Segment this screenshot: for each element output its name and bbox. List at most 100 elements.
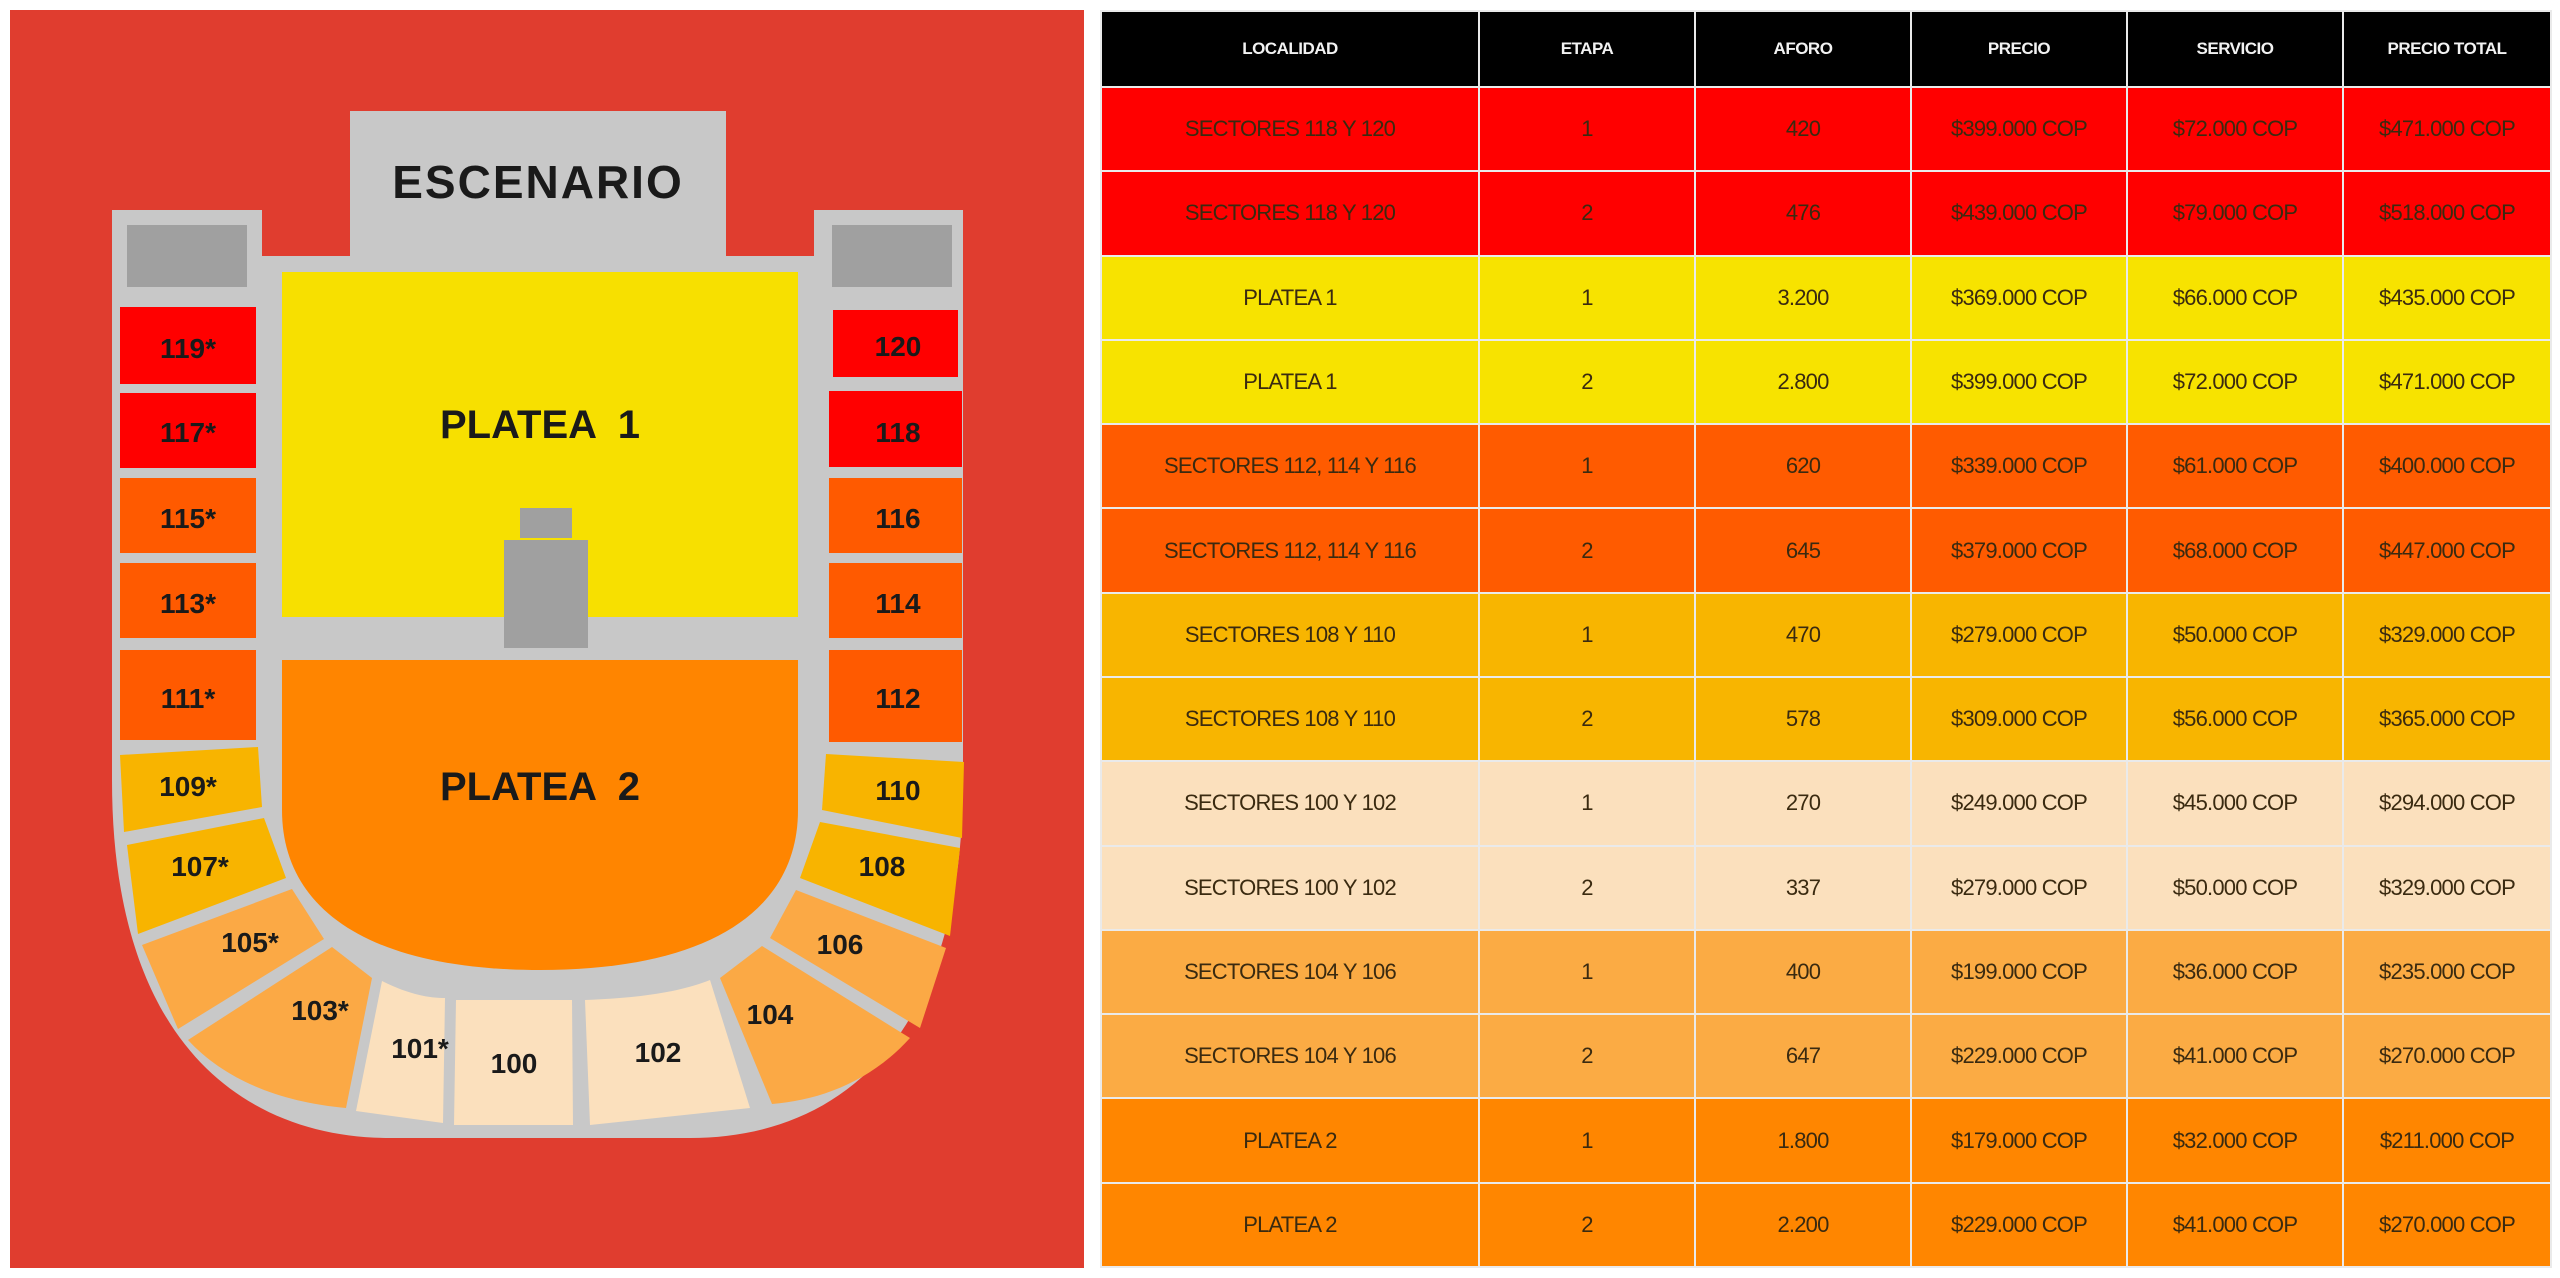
- cell-precio: $229.000 COP: [1910, 1181, 2128, 1269]
- cell-localidad: SECTORES 118 Y 120: [1100, 85, 1480, 173]
- cell-aforo: 476: [1694, 170, 1912, 257]
- section-106[interactable]: [770, 890, 946, 1028]
- section-120-label: 120: [875, 331, 922, 362]
- left-structure: [127, 225, 247, 287]
- section-116-label: 116: [875, 503, 920, 534]
- cell-localidad: SECTORES 100 Y 102: [1100, 760, 1480, 847]
- section-116[interactable]: [829, 478, 962, 553]
- cell-precio-total: $447.000 COP: [2342, 507, 2552, 594]
- cell-precio-total: $518.000 COP: [2342, 170, 2552, 257]
- cell-localidad: SECTORES 112, 114 Y 116: [1100, 423, 1480, 510]
- section-119[interactable]: [120, 307, 256, 384]
- section-118[interactable]: [829, 391, 962, 467]
- floor-divider: [282, 648, 798, 660]
- section-117[interactable]: [120, 393, 256, 468]
- cell-precio: $279.000 COP: [1910, 844, 2128, 931]
- section-105[interactable]: [142, 889, 324, 1029]
- foh-tower: [504, 540, 588, 658]
- cell-precio: $199.000 COP: [1910, 928, 2128, 1016]
- cell-aforo: 337: [1694, 844, 1912, 931]
- cell-aforo: 1.800: [1694, 1097, 1912, 1184]
- section-107[interactable]: [127, 818, 286, 934]
- cell-etapa: 2: [1478, 507, 1696, 594]
- section-112[interactable]: [829, 650, 962, 742]
- cell-localidad: SECTORES 118 Y 120: [1100, 170, 1480, 257]
- cell-etapa: 1: [1478, 85, 1696, 173]
- section-111[interactable]: [120, 650, 256, 740]
- cell-etapa: 2: [1478, 1181, 1696, 1269]
- table-header-row: LOCALIDAD ETAPA AFORO PRECIO SERVICIO PR…: [1100, 10, 2552, 88]
- cell-aforo: 470: [1694, 591, 1912, 678]
- table-row: SECTORES 100 Y 102 1 270 $249.000 COP $45.00…: [1100, 760, 2552, 847]
- table-row: PLATEA 1 2 2.800 $399.000 COP $72.000 COP $47…: [1100, 338, 2552, 426]
- cell-servicio: $66.000 COP: [2126, 254, 2344, 341]
- cell-precio-total: $235.000 COP: [2342, 928, 2552, 1016]
- cell-servicio: $50.000 COP: [2126, 591, 2344, 678]
- cell-aforo: 578: [1694, 675, 1912, 763]
- section-120[interactable]: [833, 310, 958, 377]
- price-table-panel: LOCALIDAD ETAPA AFORO PRECIO SERVICIO PR…: [1100, 10, 2552, 1269]
- cell-precio: $439.000 COP: [1910, 170, 2128, 257]
- cell-localidad: SECTORES 104 Y 106: [1100, 1013, 1480, 1100]
- cell-servicio: $45.000 COP: [2126, 760, 2344, 847]
- header-etapa: ETAPA: [1478, 10, 1696, 88]
- cell-aforo: 3.200: [1694, 254, 1912, 341]
- cell-etapa: 1: [1478, 423, 1696, 510]
- section-118-label: 118: [875, 417, 920, 448]
- section-119-label: 119*: [160, 333, 216, 364]
- section-107-label: 107*: [171, 851, 229, 882]
- table-row: SECTORES 108 Y 110 2 578 $309.000 COP $56.00…: [1100, 675, 2552, 763]
- section-113[interactable]: [120, 563, 256, 638]
- section-103[interactable]: [188, 947, 372, 1108]
- section-101-label: 101*: [391, 1033, 449, 1064]
- section-109-label: 109*: [159, 771, 217, 802]
- section-106-label: 106: [817, 929, 864, 960]
- cell-etapa: 1: [1478, 1097, 1696, 1184]
- section-110-label: 110: [875, 775, 920, 806]
- stage-label: ESCENARIO: [392, 156, 683, 208]
- platea-2-zone[interactable]: [282, 660, 798, 970]
- cell-servicio: $68.000 COP: [2126, 507, 2344, 594]
- section-100-label: 100: [491, 1048, 538, 1079]
- section-110[interactable]: [822, 754, 964, 838]
- cell-precio: $249.000 COP: [1910, 760, 2128, 847]
- section-109[interactable]: [120, 747, 262, 832]
- cell-localidad: PLATEA 2: [1100, 1181, 1480, 1269]
- cell-precio-total: $329.000 COP: [2342, 844, 2552, 931]
- section-111-label: 111*: [161, 683, 216, 714]
- price-table: LOCALIDAD ETAPA AFORO PRECIO SERVICIO PR…: [1100, 10, 2552, 1269]
- cell-servicio: $61.000 COP: [2126, 423, 2344, 510]
- cell-localidad: PLATEA 1: [1100, 254, 1480, 341]
- table-row: SECTORES 100 Y 102 2 337 $279.000 COP $50.00…: [1100, 844, 2552, 931]
- cell-precio: $399.000 COP: [1910, 85, 2128, 173]
- cell-localidad: SECTORES 108 Y 110: [1100, 675, 1480, 763]
- cell-aforo: 420: [1694, 85, 1912, 173]
- cell-servicio: $50.000 COP: [2126, 844, 2344, 931]
- cell-precio-total: $294.000 COP: [2342, 760, 2552, 847]
- table-row: PLATEA 1 1 3.200 $369.000 COP $66.000 COP $43…: [1100, 254, 2552, 341]
- cell-precio: $179.000 COP: [1910, 1097, 2128, 1184]
- cell-localidad: SECTORES 108 Y 110: [1100, 591, 1480, 678]
- header-precio-total: PRECIO TOTAL: [2342, 10, 2552, 88]
- section-100[interactable]: [454, 1000, 573, 1125]
- table-row: SECTORES 118 Y 120 2 476 $439.000 COP $79.00…: [1100, 170, 2552, 257]
- cell-servicio: $79.000 COP: [2126, 170, 2344, 257]
- cell-precio: $369.000 COP: [1910, 254, 2128, 341]
- right-structure: [832, 225, 952, 287]
- cell-precio-total: $270.000 COP: [2342, 1181, 2552, 1269]
- section-115[interactable]: [120, 478, 256, 553]
- header-precio: PRECIO: [1910, 10, 2128, 88]
- section-101[interactable]: [356, 981, 445, 1123]
- section-102[interactable]: [585, 980, 750, 1125]
- section-104[interactable]: [720, 946, 910, 1104]
- section-103-label: 103*: [291, 995, 349, 1026]
- cell-etapa: 1: [1478, 591, 1696, 678]
- platea-2-label: PLATEA 2: [440, 765, 640, 809]
- cell-etapa: 2: [1478, 170, 1696, 257]
- section-108[interactable]: [800, 822, 960, 936]
- section-114[interactable]: [829, 563, 962, 638]
- cell-aforo: 270: [1694, 760, 1912, 847]
- cell-etapa: 2: [1478, 844, 1696, 931]
- header-localidad: LOCALIDAD: [1100, 10, 1480, 88]
- cell-precio: $279.000 COP: [1910, 591, 2128, 678]
